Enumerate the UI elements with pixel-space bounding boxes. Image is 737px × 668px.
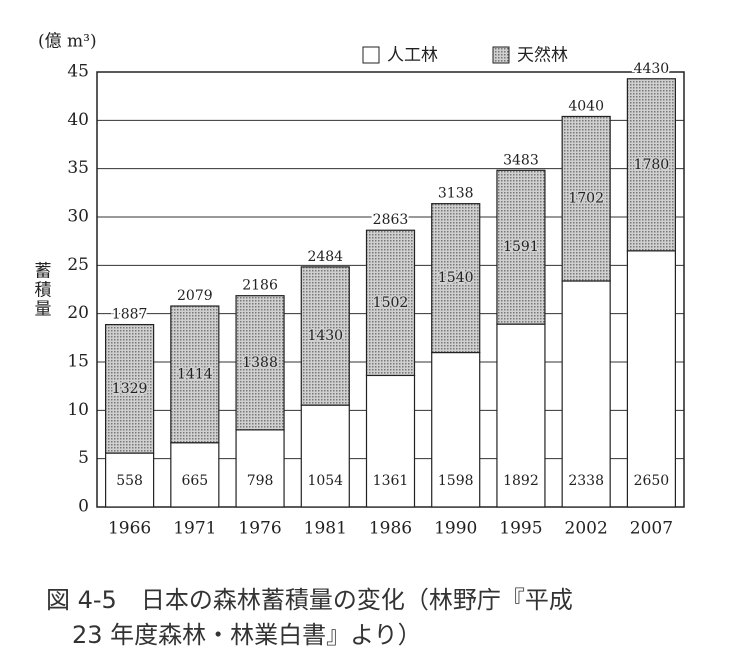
x-tick-label: 1986 [369, 519, 412, 539]
value-label: 1540 [438, 270, 474, 286]
value-label: 558 [116, 473, 143, 489]
total-label: 2079 [177, 288, 213, 304]
total-label: 3483 [503, 152, 539, 168]
caption: 図 4-5 日本の森林蓄積量の変化（林野庁『平成 [46, 586, 573, 614]
x-tick-label: 1990 [434, 519, 477, 539]
bar-segment [365, 229, 416, 377]
y-unit-label: (億 m³) [38, 32, 97, 52]
bar-segment [365, 374, 416, 508]
bar-segment [626, 250, 676, 508]
y-tick-label: 30 [67, 207, 89, 227]
y-tick-label: 40 [67, 110, 89, 130]
bar-segment [105, 452, 155, 508]
legend-label: 天然林 [517, 46, 568, 66]
legend-label: 人工林 [387, 46, 438, 66]
bar-segment [170, 305, 220, 444]
value-label: 1591 [503, 239, 539, 255]
total-label: 2863 [373, 212, 409, 228]
bar-segment [561, 280, 611, 508]
total-label: 2186 [242, 278, 278, 294]
total-label: 4040 [568, 98, 604, 114]
legend-swatch [492, 46, 510, 64]
value-label: 665 [181, 473, 208, 489]
x-tick-label: 1976 [238, 519, 281, 539]
x-tick-label: 2002 [565, 519, 608, 539]
value-label: 1892 [503, 473, 539, 489]
value-label: 1414 [177, 366, 213, 382]
bar-segment [170, 442, 220, 508]
value-label: 1780 [634, 157, 670, 173]
legend-swatch [362, 46, 380, 64]
value-label: 1430 [307, 328, 343, 344]
y-tick-label: 45 [67, 62, 89, 82]
value-label: 1702 [568, 191, 604, 207]
value-label: 1502 [373, 295, 409, 311]
value-label: 1388 [242, 355, 278, 371]
y-tick-label: 10 [67, 400, 89, 420]
bar-segment [561, 115, 611, 282]
total-label: 3138 [438, 186, 474, 202]
x-tick-label: 1966 [108, 519, 151, 539]
bar-segment [105, 323, 155, 454]
bar-segment [496, 323, 546, 508]
x-tick-label: 1971 [173, 519, 216, 539]
bar-segment [626, 78, 676, 252]
bar-segment [496, 169, 546, 325]
bar-segment [300, 266, 350, 406]
total-label: 2484 [307, 249, 343, 265]
x-tick-label: 1995 [499, 519, 542, 539]
bar-segment [431, 203, 481, 354]
total-label: 4430 [634, 61, 670, 77]
value-label: 2650 [634, 473, 670, 489]
value-label: 1054 [307, 473, 343, 489]
bar-segment [300, 404, 350, 508]
value-label: 798 [247, 473, 274, 489]
x-tick-label: 1981 [304, 519, 347, 539]
bar-segment [431, 351, 481, 508]
y-tick-label: 35 [67, 158, 89, 178]
value-label: 1598 [438, 473, 474, 489]
y-tick-label: 5 [78, 448, 89, 468]
y-tick-label: 0 [78, 497, 89, 517]
value-label: 1361 [373, 473, 409, 489]
x-tick-label: 2007 [630, 519, 673, 539]
y-tick-label: 20 [67, 303, 89, 323]
bar-segment [235, 295, 285, 431]
y-tick-label: 15 [67, 352, 89, 372]
total-label: 1887 [112, 307, 148, 323]
y-tick-label: 25 [67, 255, 89, 275]
value-label: 2338 [568, 473, 604, 489]
bar-segment [235, 429, 285, 508]
y-axis-label: 蓄積量 [31, 261, 52, 318]
caption: 23 年度森林・林業白書』より） [72, 621, 422, 649]
value-label: 1329 [112, 381, 148, 397]
